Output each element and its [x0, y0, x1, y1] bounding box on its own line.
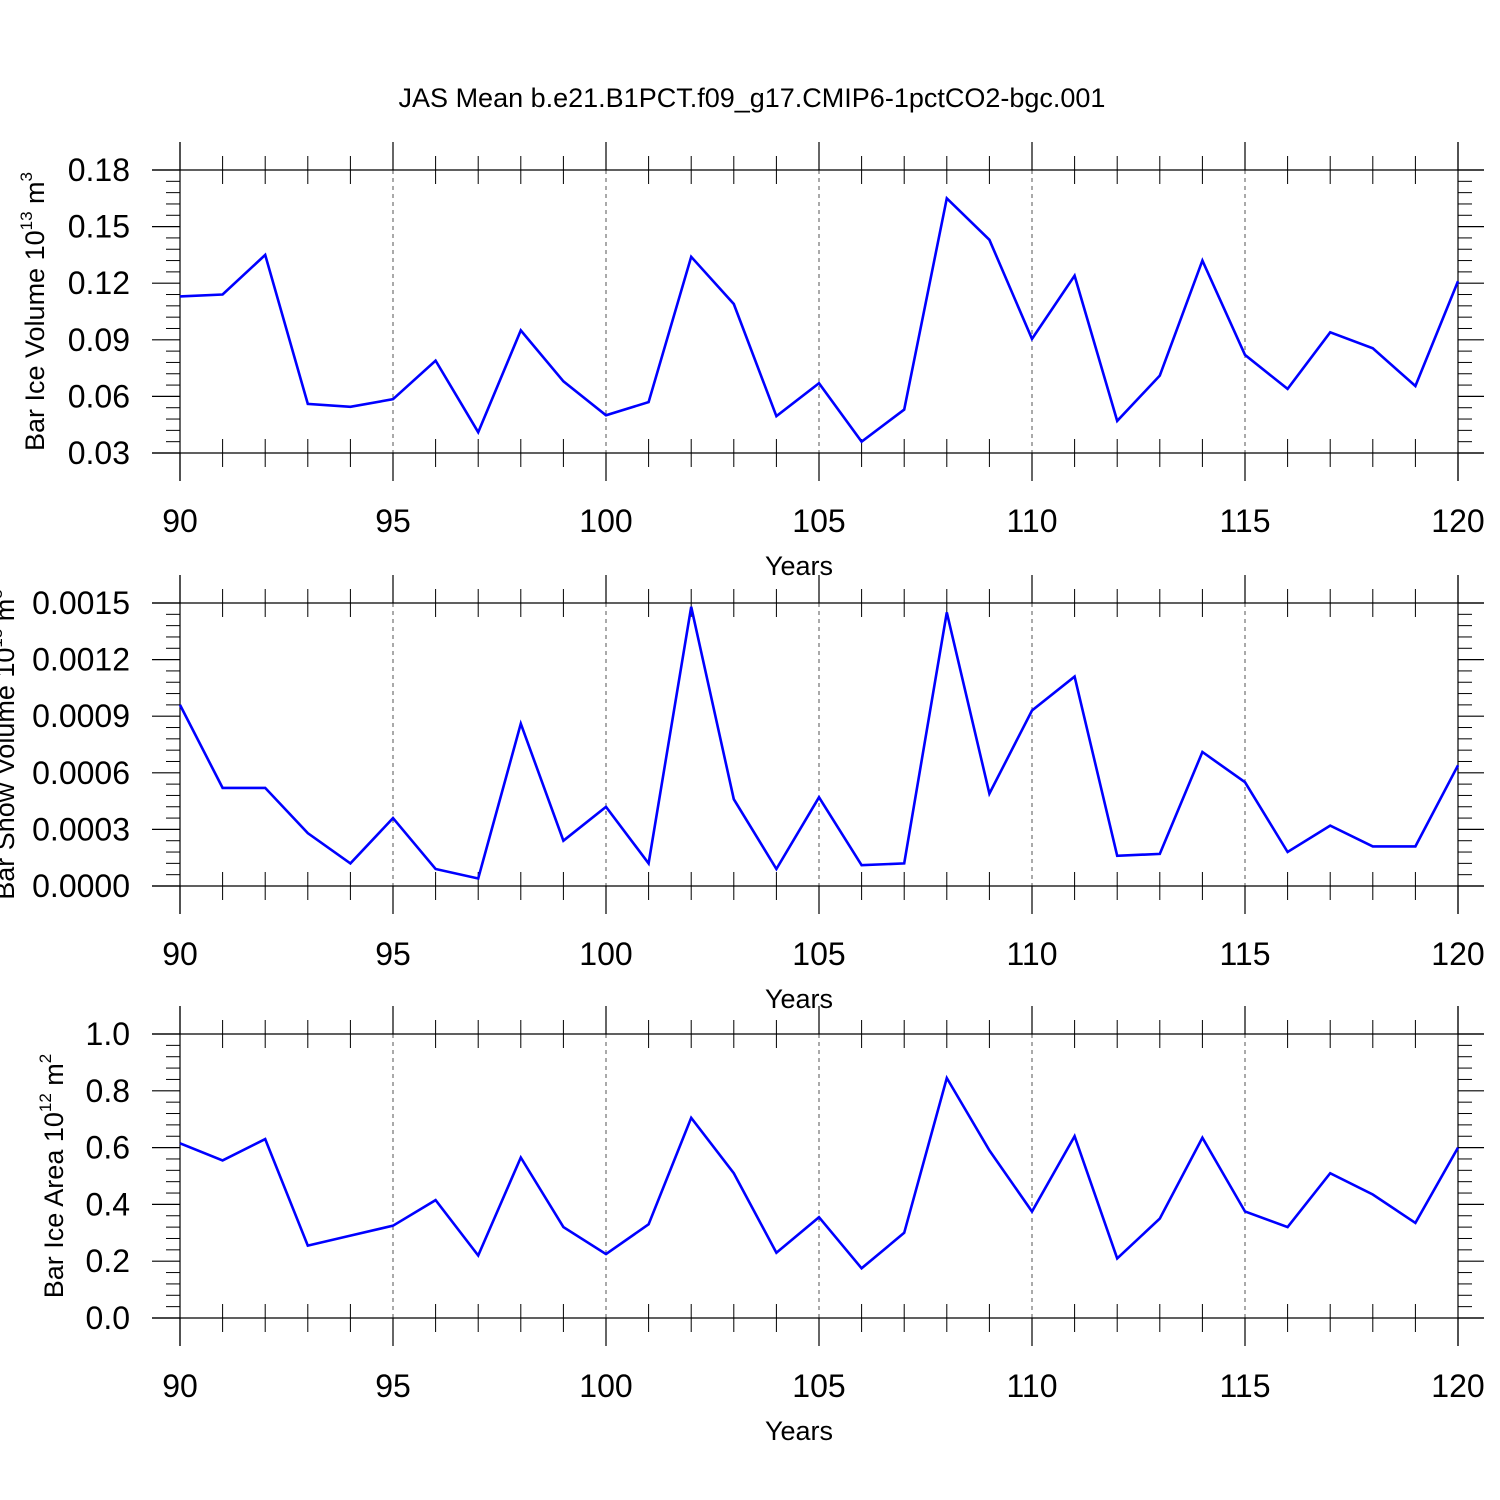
x-tick-label: 105 — [792, 503, 845, 539]
snow-volume-panel: 0.0000 0.0003 0.0006 0.0009 0.0012 0.0015 90 95… — [0, 575, 1485, 1014]
x-axis-title: Years — [765, 551, 833, 581]
y-tick-label: 0.2 — [86, 1243, 130, 1279]
x-tick-label: 120 — [1431, 1368, 1484, 1404]
ice-area-panel: 0.0 0.2 0.4 0.6 0.8 1.0 90 95 100 105 110 115 120 Yea… — [36, 1006, 1485, 1446]
x-tick-label: 100 — [579, 1368, 632, 1404]
x-tick-label: 90 — [162, 503, 198, 539]
y-tick-label: 0.18 — [68, 152, 130, 188]
x-tick-label: 120 — [1431, 936, 1484, 972]
series-line — [179, 1074, 1460, 1271]
ice-volume-panel: 0.03 0.06 0.09 0.12 0.15 0.18 90 95 100 105 110 115… — [17, 142, 1485, 581]
x-tick-label: 110 — [1006, 1368, 1057, 1404]
x-tick-label: 110 — [1006, 936, 1057, 972]
x-tick-label: 115 — [1219, 1368, 1270, 1404]
y-tick-label: 0.03 — [68, 435, 130, 471]
y-tick-label: 0.6 — [86, 1130, 130, 1166]
x-tick-label: 115 — [1219, 503, 1270, 539]
y-tick-label: 0.4 — [86, 1186, 130, 1222]
y-tick-label: 0.06 — [68, 378, 130, 414]
x-tick-label: 115 — [1219, 936, 1270, 972]
y-tick-label: 0.12 — [68, 265, 130, 301]
y-tick-label: 0.0003 — [32, 811, 130, 847]
x-tick-label: 95 — [375, 936, 411, 972]
x-axis-title: Years — [765, 984, 833, 1014]
y-tick-label: 1.0 — [86, 1016, 130, 1052]
y-tick-label: 0.0 — [86, 1300, 130, 1336]
x-tick-label: 90 — [162, 1368, 198, 1404]
series-line — [179, 195, 1460, 444]
series-line — [178, 606, 1460, 881]
x-tick-label: 100 — [579, 936, 632, 972]
figure-title: JAS Mean b.e21.B1PCT.f09_g17.CMIP6-1pctC… — [399, 83, 1106, 113]
y-tick-label: 0.0000 — [32, 868, 130, 904]
y-axis-title: Bar Ice Area 1012 m2 — [36, 1054, 69, 1299]
y-tick-label: 0.0006 — [32, 755, 130, 791]
x-tick-label: 90 — [162, 936, 198, 972]
y-tick-label: 0.8 — [86, 1073, 130, 1109]
x-axis-title: Years — [765, 1416, 833, 1446]
y-tick-label: 0.0009 — [32, 698, 130, 734]
x-tick-label: 120 — [1431, 503, 1484, 539]
y-axis-title: Bar Ice Volume 1013 m3 — [17, 172, 50, 451]
x-tick-label: 105 — [792, 936, 845, 972]
x-tick-label: 95 — [375, 1368, 411, 1404]
x-tick-label: 105 — [792, 1368, 845, 1404]
y-tick-label: 0.15 — [68, 209, 130, 245]
x-tick-label: 110 — [1006, 503, 1057, 539]
y-tick-label: 0.09 — [68, 322, 130, 358]
y-tick-label: 0.0012 — [32, 642, 130, 678]
y-tick-label: 0.0015 — [32, 585, 130, 621]
x-tick-label: 100 — [579, 503, 632, 539]
y-axis-title: Bar Snow Volume 1013 m3 — [0, 589, 20, 900]
x-tick-label: 95 — [375, 503, 411, 539]
